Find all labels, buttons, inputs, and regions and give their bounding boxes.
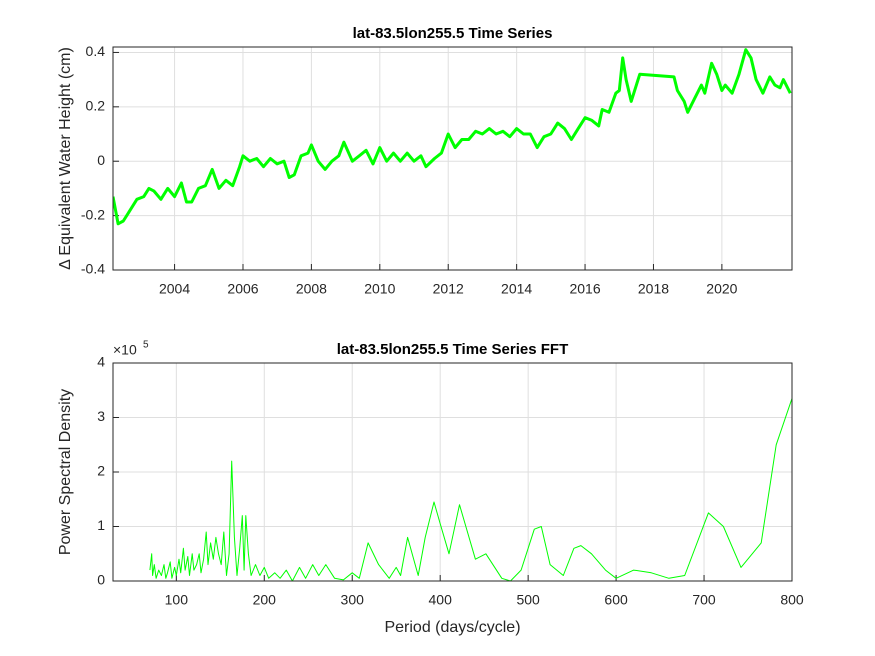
y-axis-label: Power Spectral Density [57,389,74,555]
plot-area [113,47,792,270]
x-tick-label: 2010 [364,281,395,297]
y-multiplier-exponent: 5 [143,340,149,351]
x-tick-label: 100 [165,592,189,608]
axes-box [112,362,793,582]
x-tick-label: 2016 [569,281,600,297]
y-tick-label: 0.2 [86,98,106,114]
axes-box [112,46,793,271]
x-tick-label: 400 [429,592,453,608]
x-tick-label: 500 [516,592,540,608]
x-tick-label: 2020 [706,281,737,297]
x-tick-label: 2004 [159,281,190,297]
y-tick-label: 2 [97,463,105,479]
y-axis-label: Δ Equivalent Water Height (cm) [57,47,74,270]
x-tick-label: 600 [604,592,628,608]
x-axis-label: Period (days/cycle) [384,619,520,636]
x-tick-label: 2008 [296,281,327,297]
x-tick-label: 2018 [638,281,669,297]
y-tick-label: 0 [97,572,105,588]
y-tick-label: 4 [97,354,105,370]
y-tick-label: 3 [97,408,105,424]
x-tick-label: 2006 [227,281,258,297]
y-tick-label: 0 [97,152,105,168]
x-tick-label: 700 [692,592,716,608]
y-multiplier: ×10 [113,342,137,358]
data-line [149,398,792,581]
data-line [113,48,792,226]
y-tick-label: -0.2 [81,206,105,222]
chart-title: lat-83.5lon255.5 Time Series [353,25,553,42]
y-tick-label: -0.4 [81,261,105,277]
x-tick-label: 2014 [501,281,532,297]
chart-title: lat-83.5lon255.5 Time Series FFT [337,341,569,358]
y-tick-label: 1 [97,517,105,533]
x-tick-label: 800 [780,592,804,608]
x-tick-label: 2012 [433,281,464,297]
y-tick-label: 0.4 [86,43,106,59]
x-tick-label: 200 [253,592,277,608]
x-tick-label: 300 [341,592,365,608]
